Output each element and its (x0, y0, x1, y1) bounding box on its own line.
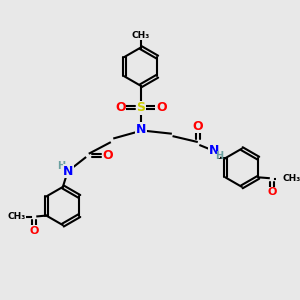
Text: H: H (57, 160, 65, 171)
Text: CH₃: CH₃ (282, 174, 300, 183)
Text: O: O (156, 101, 166, 114)
Text: S: S (136, 101, 145, 114)
Text: O: O (193, 120, 203, 133)
Text: O: O (115, 101, 126, 114)
Text: N: N (209, 144, 219, 157)
Text: N: N (63, 164, 74, 178)
Text: H: H (215, 151, 223, 161)
Text: O: O (267, 187, 277, 197)
Text: CH₃: CH₃ (132, 31, 150, 40)
Text: O: O (29, 226, 39, 236)
Text: CH₃: CH₃ (7, 212, 26, 221)
Text: O: O (103, 149, 113, 162)
Text: N: N (136, 123, 146, 136)
